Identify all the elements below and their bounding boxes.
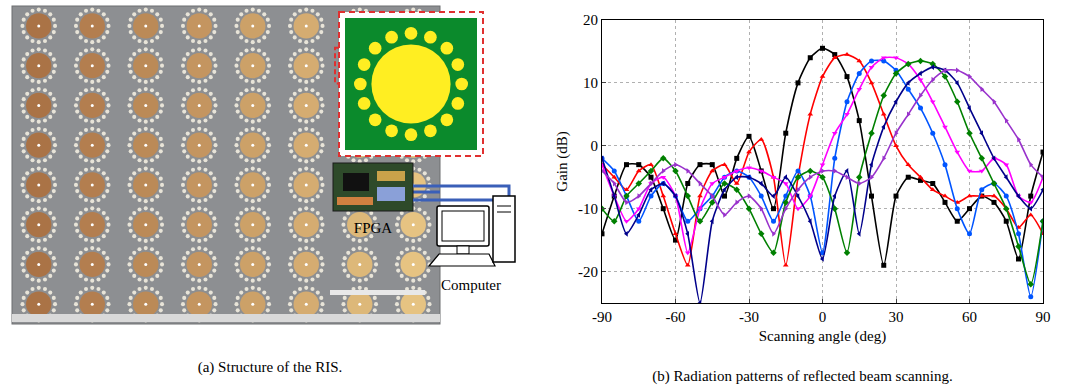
svg-text:-30: -30 <box>739 309 759 325</box>
svg-text:0: 0 <box>819 309 827 325</box>
svg-text:FPGA: FPGA <box>354 220 393 236</box>
svg-text:(b) Radiation patterns of refl: (b) Radiation patterns of reflected beam… <box>652 368 952 385</box>
svg-text:-10: -10 <box>578 201 598 217</box>
svg-text:10: 10 <box>583 75 598 91</box>
svg-text:-20: -20 <box>578 264 598 280</box>
svg-text:Computer: Computer <box>441 277 501 293</box>
svg-text:-90: -90 <box>592 309 612 325</box>
svg-text:-60: -60 <box>666 309 686 325</box>
svg-text:60: 60 <box>962 309 977 325</box>
svg-text:90: 90 <box>1036 309 1051 325</box>
svg-text:(a) Structure of the RIS.: (a) Structure of the RIS. <box>198 359 343 376</box>
svg-text:Scanning angle (deg): Scanning angle (deg) <box>759 328 886 345</box>
svg-text:0: 0 <box>591 138 599 154</box>
svg-text:20: 20 <box>583 12 598 28</box>
svg-text:30: 30 <box>889 309 904 325</box>
svg-text:Gain (dB): Gain (dB) <box>554 131 571 191</box>
